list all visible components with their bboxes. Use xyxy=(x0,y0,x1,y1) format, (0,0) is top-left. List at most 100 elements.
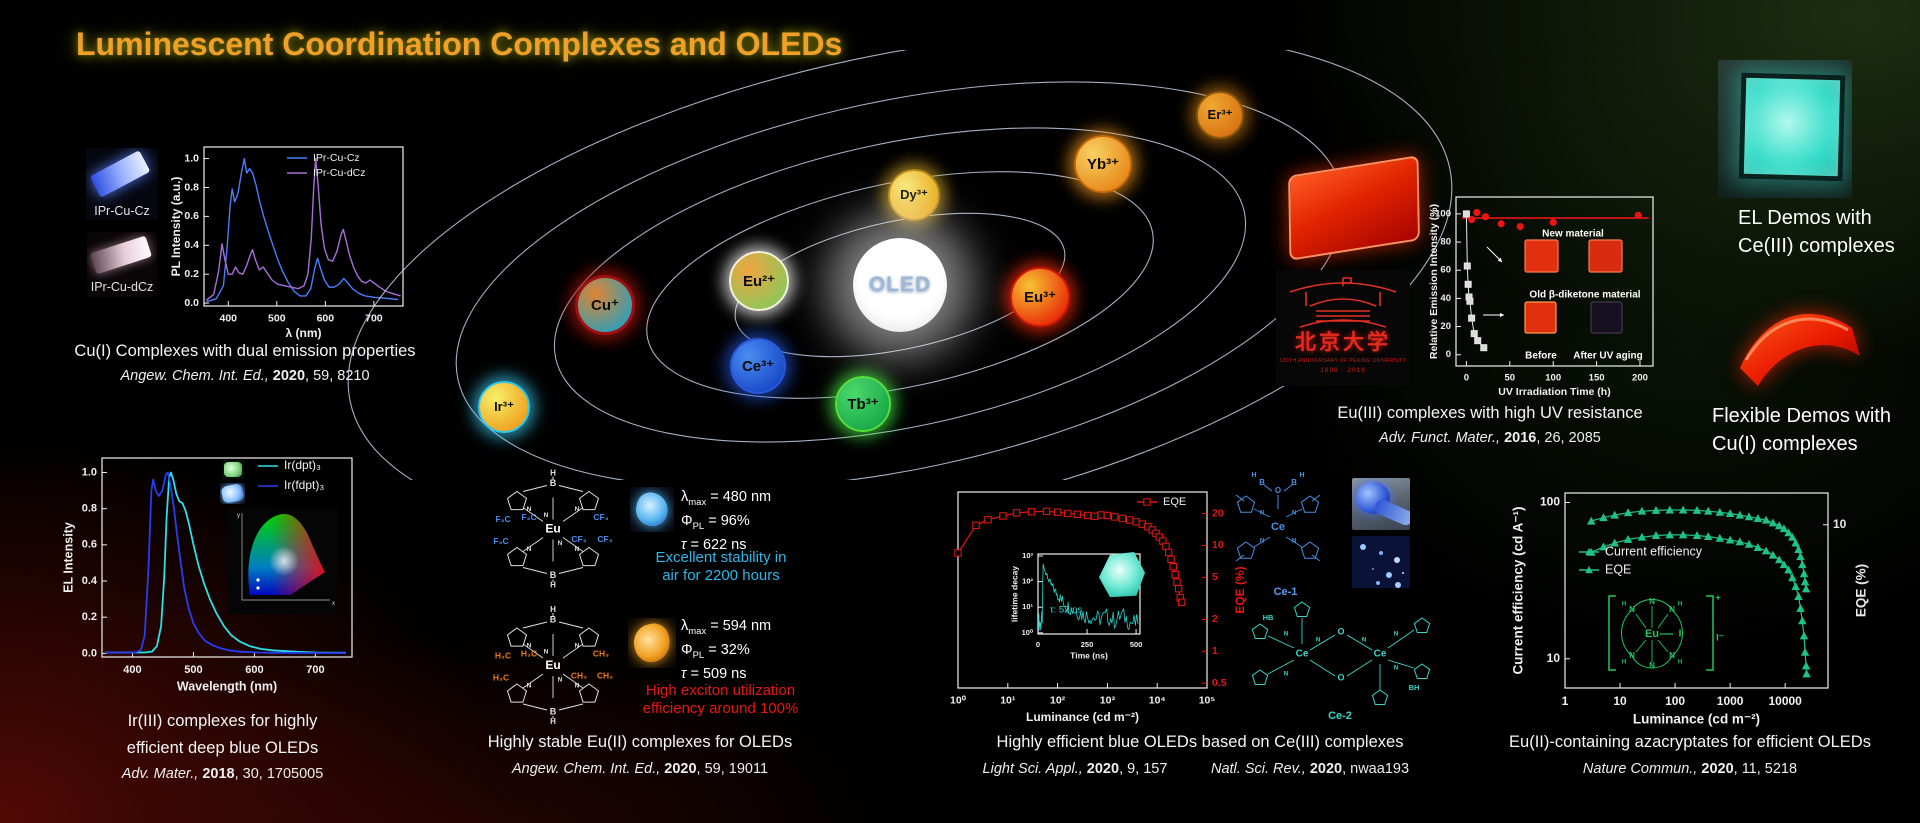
svg-text:200: 200 xyxy=(1632,373,1648,384)
ce-eqe-chart: 10⁰ 10¹ 10² 10³ 10⁴ 10⁵ 0.5 1 2 5 10 20 Luminance (c… xyxy=(950,491,1247,724)
svg-text:500: 500 xyxy=(184,664,202,676)
cu-panel-caption: Cu(I) Complexes with dual emission prope… xyxy=(74,342,416,360)
svg-text:400: 400 xyxy=(123,664,141,676)
svg-text:CF₃: CF₃ xyxy=(593,512,608,522)
note-line2: efficiency around 100% xyxy=(642,700,799,717)
svg-text:N: N xyxy=(575,546,580,553)
svg-text:100: 100 xyxy=(1435,208,1451,219)
svg-text:Ir(dpt)₃: Ir(dpt)₃ xyxy=(284,458,321,472)
oled-sun: OLED xyxy=(853,238,947,332)
svg-text:N: N xyxy=(558,677,563,684)
pub-year: 2016 xyxy=(1504,430,1537,446)
svg-text:0: 0 xyxy=(1036,640,1040,649)
svg-text:20: 20 xyxy=(1212,507,1224,519)
note-line1: High exciton utilization xyxy=(645,682,796,699)
ce-panel-caption: Highly efficient blue OLEDs based on Ce(… xyxy=(996,733,1404,751)
blue-bulb-photo xyxy=(1352,478,1410,530)
lifetime-decay-inset-chart: 0 250 500 10⁰ 10¹ 10² 10³ Time (ns) lifetime dec… xyxy=(1009,551,1143,660)
svg-text:5: 5 xyxy=(1212,571,1218,583)
svg-text:EQE: EQE xyxy=(1605,562,1631,576)
lambda-max-line: λmax = 594 nm xyxy=(681,618,772,637)
svg-text:10: 10 xyxy=(1833,517,1847,531)
svg-text:0.2: 0.2 xyxy=(82,611,97,623)
pub-ref: , 9, 157 xyxy=(1119,761,1168,777)
svg-text:H: H xyxy=(550,581,556,590)
svg-text:x: x xyxy=(332,601,335,607)
svg-text:20: 20 xyxy=(1440,321,1451,332)
svg-text:B: B xyxy=(1259,478,1265,487)
svg-text:0.4: 0.4 xyxy=(82,575,98,587)
svg-text:150: 150 xyxy=(1589,373,1605,384)
svg-text:10⁴: 10⁴ xyxy=(1149,695,1166,707)
svg-text:60: 60 xyxy=(1440,265,1451,276)
blue-emission-photo xyxy=(1352,536,1410,588)
svg-text:EQE: EQE xyxy=(1163,496,1186,508)
ir-fdpt-crystal-photo xyxy=(220,483,245,504)
svg-text:Before: Before xyxy=(1525,351,1557,362)
svg-text:H: H xyxy=(550,469,556,478)
svg-text:After UV aging: After UV aging xyxy=(1573,351,1642,362)
pub-ref: , nwaa193 xyxy=(1342,761,1410,777)
svg-text:0.6: 0.6 xyxy=(82,539,97,551)
svg-text:500: 500 xyxy=(1130,640,1143,649)
flexible-demo-photo xyxy=(1740,313,1860,386)
pub-year: 2020 xyxy=(272,368,306,384)
svg-text:N: N xyxy=(1649,661,1655,670)
svg-text:0.4: 0.4 xyxy=(184,239,199,251)
svg-text:100: 100 xyxy=(1665,694,1685,708)
svg-text:H: H xyxy=(550,605,556,614)
svg-text:500: 500 xyxy=(268,313,286,325)
svg-text:I: I xyxy=(1679,629,1682,640)
svg-text:O: O xyxy=(1337,672,1344,682)
svg-text:+: + xyxy=(1715,592,1720,602)
ce-panel-citation-2: Natl. Sci. Rev., 2020, nwaa193 xyxy=(1185,761,1435,777)
cie-chromaticity-diagram: yx xyxy=(228,507,338,614)
page-title: Luminescent Coordination Complexes and O… xyxy=(76,26,843,62)
svg-text:B: B xyxy=(550,570,557,580)
svg-text:1: 1 xyxy=(1212,645,1218,657)
journal-name: Adv. Funct. Mater., xyxy=(1379,430,1505,446)
svg-text:N: N xyxy=(1649,597,1655,606)
svg-text:I⁻: I⁻ xyxy=(1716,633,1724,644)
ir-dpt-crystal-photo xyxy=(222,460,244,479)
note-line2: air for 2200 hours xyxy=(662,567,780,584)
svg-text:H: H xyxy=(1622,602,1626,608)
blue-crystal-photo xyxy=(630,487,674,532)
svg-text:N: N xyxy=(544,512,549,519)
peking-university-logo-photo: 北京大学 120TH ANNIVERSARY OF PEKING UNIVERS… xyxy=(1276,270,1410,386)
svg-text:10⁰: 10⁰ xyxy=(1022,628,1034,637)
pub-year: 2020 xyxy=(1309,761,1343,777)
svg-text:EQE (%): EQE (%) xyxy=(1854,564,1869,617)
svg-text:Wavelength (nm): Wavelength (nm) xyxy=(177,679,277,693)
svg-text:N: N xyxy=(527,643,532,650)
svg-text:10¹: 10¹ xyxy=(1000,695,1016,707)
pub-year: 2020 xyxy=(1086,761,1120,777)
svg-text:lifetime decay: lifetime decay xyxy=(1009,566,1019,622)
svg-text:Ir(fdpt)₃: Ir(fdpt)₃ xyxy=(284,478,324,492)
bulb-tube xyxy=(1372,497,1410,528)
pku-tower-icon xyxy=(1289,277,1397,328)
svg-text:100: 100 xyxy=(1545,373,1561,384)
svg-text:10: 10 xyxy=(1613,694,1627,708)
svg-text:Time (ns): Time (ns) xyxy=(1070,650,1108,660)
svg-text:N: N xyxy=(1284,672,1288,678)
ce2-structure: Ce Ce O O HB BH N N N N N N xyxy=(1251,601,1431,705)
svg-text:HB: HB xyxy=(1263,613,1274,622)
svg-text:B: B xyxy=(550,706,557,716)
svg-text:10²: 10² xyxy=(1050,695,1066,707)
journal-name: Adv. Mater., xyxy=(121,766,203,782)
svg-text:0: 0 xyxy=(1446,349,1451,360)
svg-text:N: N xyxy=(1284,632,1288,638)
pub-year: 2018 xyxy=(202,766,235,782)
pub-ref: , 26, 2085 xyxy=(1536,430,1601,446)
svg-text:N: N xyxy=(527,506,532,513)
svg-text:CF₃: CF₃ xyxy=(571,534,586,544)
svg-text:1.0: 1.0 xyxy=(82,466,97,478)
svg-text:10⁵: 10⁵ xyxy=(1199,695,1216,707)
svg-text:700: 700 xyxy=(365,313,383,325)
